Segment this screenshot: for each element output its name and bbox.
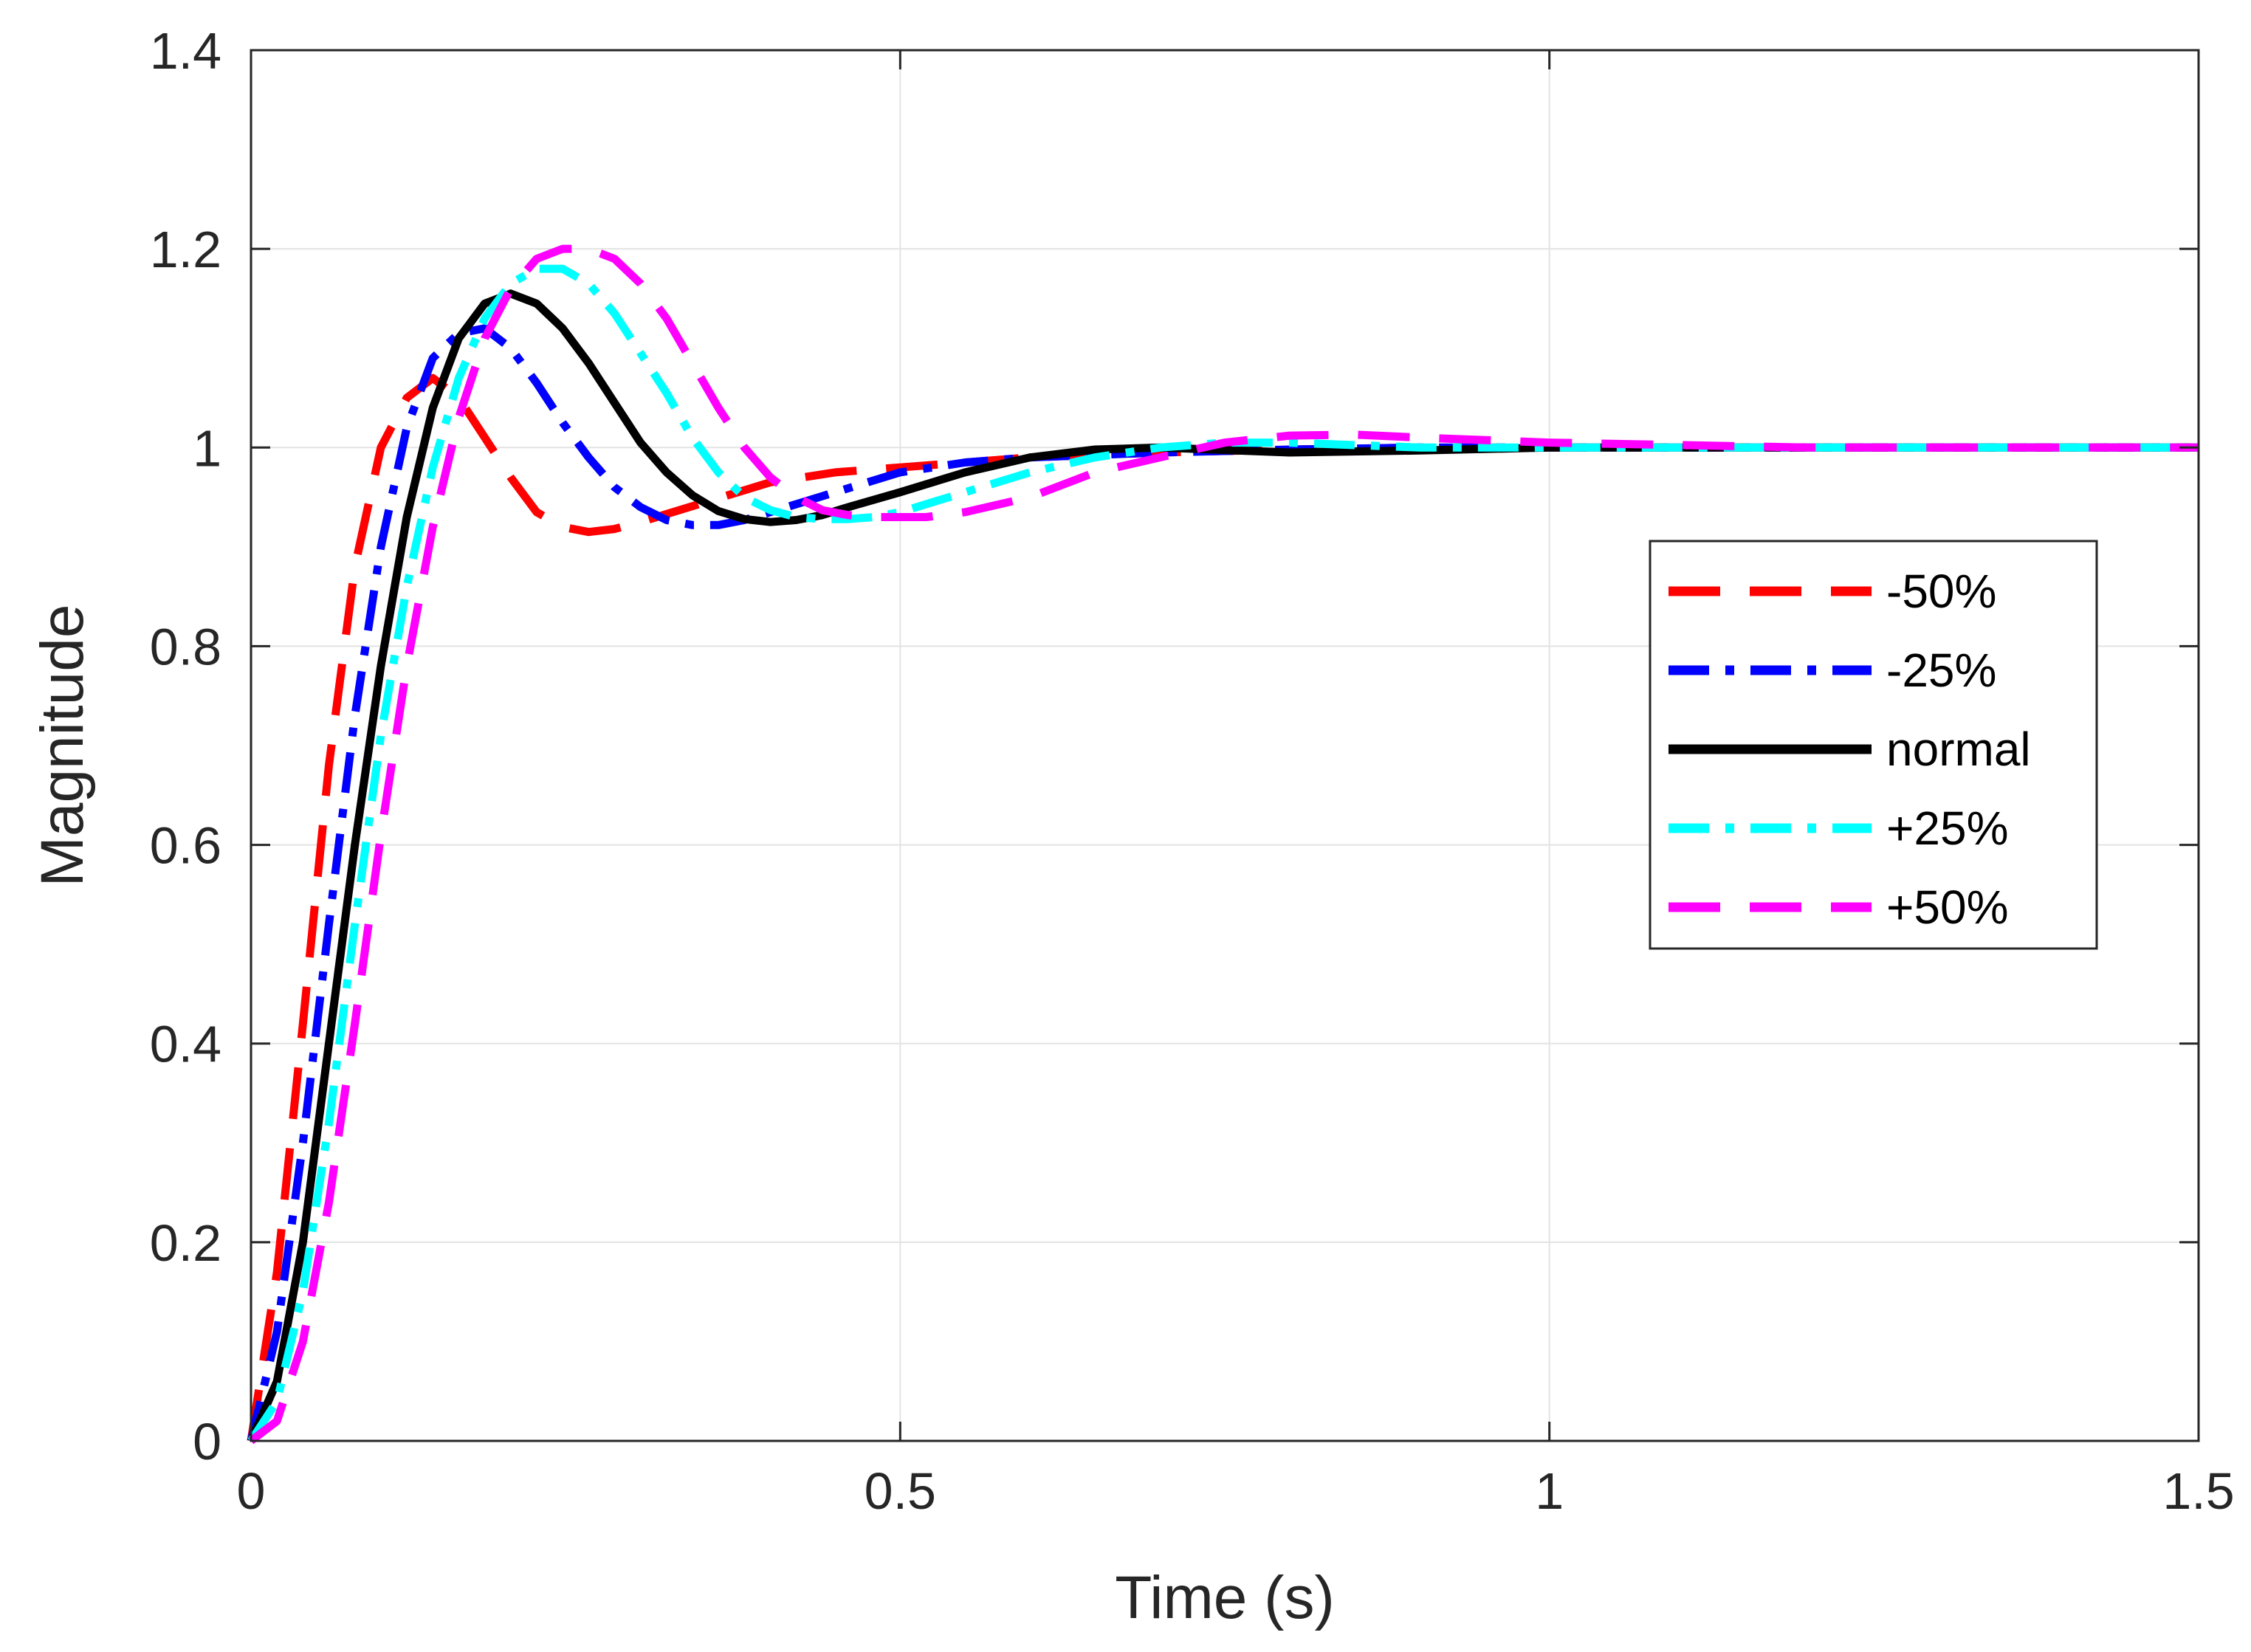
series-line-25 xyxy=(247,264,2199,1444)
legend-label: normal xyxy=(1886,723,2031,776)
x-tick-label: 0.5 xyxy=(865,1462,936,1520)
y-tick-label: 0.4 xyxy=(150,1016,221,1073)
x-tick-label: 0 xyxy=(237,1462,266,1520)
y-tick-label: 1.2 xyxy=(150,221,221,278)
plot-lines xyxy=(247,244,2199,1445)
legend-label: +50% xyxy=(1886,881,2008,934)
legend-label: +25% xyxy=(1886,802,2008,855)
legend-label: -50% xyxy=(1886,565,1996,618)
x-tick-label: 1 xyxy=(1535,1462,1564,1520)
y-tick-label: 0.2 xyxy=(150,1214,221,1272)
y-tick-label: 1.4 xyxy=(150,22,221,80)
y-tick-label: 0.6 xyxy=(150,817,221,875)
axis-ticks: 0 0.5 1 1.5 0 0.2 0.4 0.6 0.8 1 1.2 1.4 xyxy=(150,22,2235,1520)
y-axis-title: Magnitude xyxy=(29,605,96,887)
series-line-50 xyxy=(248,244,2199,1445)
y-tick-label: 1 xyxy=(193,419,221,477)
x-tick-label: 1.5 xyxy=(2162,1462,2234,1520)
plot-frame xyxy=(250,49,2200,1442)
legend-label: -25% xyxy=(1886,644,1996,697)
legend: -50% -25% normal +25% +50% xyxy=(1649,540,2098,950)
y-tick-label: 0 xyxy=(193,1413,221,1470)
x-axis-title: Time (s) xyxy=(1115,1564,1335,1631)
y-tick-label: 0.8 xyxy=(150,618,221,675)
series-line-25 xyxy=(247,324,2199,1442)
